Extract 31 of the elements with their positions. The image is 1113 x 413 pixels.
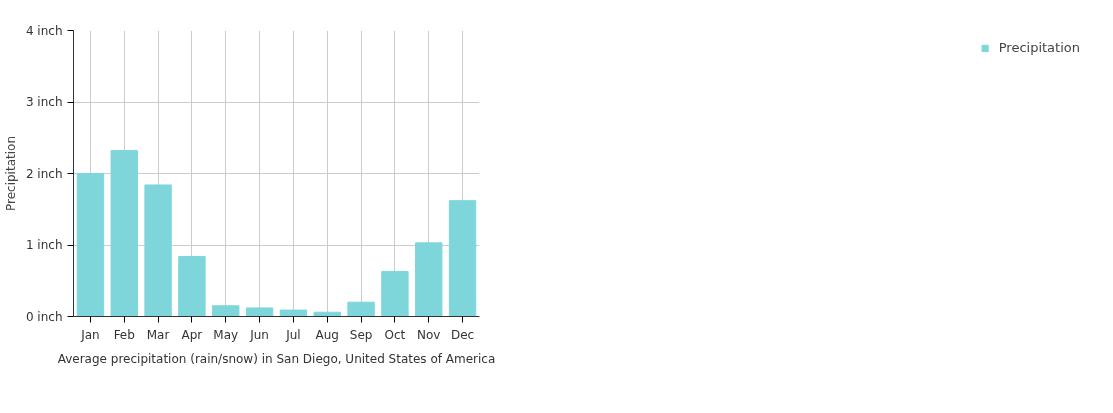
y-tick-label: 3 inch — [25, 95, 63, 109]
x-tick-label: Aug — [315, 327, 339, 342]
y-tick-label: 2 inch — [25, 166, 63, 181]
y-axis-title: Precipitation — [3, 135, 18, 211]
y-tick-label: 0 inch — [25, 309, 63, 324]
bar — [279, 309, 308, 317]
text: Average precipitation (rain/snow) in San Diego, United States of America — [57, 351, 496, 366]
x-tick-label: Jul — [285, 327, 301, 342]
x-tick-label: Nov — [417, 327, 441, 342]
bar — [76, 173, 105, 317]
x-tick-label: Mar — [146, 327, 170, 342]
x-tick-label: Sep — [349, 327, 373, 342]
bar — [144, 184, 172, 317]
bar — [245, 307, 274, 317]
x-tick-label: Jan — [80, 327, 100, 342]
bar — [347, 301, 375, 317]
bar — [178, 255, 206, 317]
bar — [415, 242, 443, 317]
bar — [212, 305, 240, 317]
x-tick-label: Feb — [113, 327, 135, 342]
y-tick-label: 1 inch — [25, 238, 63, 252]
y-tick-label: 4 inch — [25, 23, 63, 38]
x-tick-label: Dec — [450, 327, 475, 342]
x-tick-label: Jun — [249, 327, 269, 342]
legend-label: Precipitation — [998, 40, 1080, 55]
bar — [381, 270, 409, 317]
bar — [448, 200, 477, 317]
x-tick-label: Apr — [181, 327, 203, 342]
bar — [110, 150, 138, 317]
x-tick-label: Oct — [384, 327, 406, 342]
x-tick-label: May — [213, 327, 239, 342]
